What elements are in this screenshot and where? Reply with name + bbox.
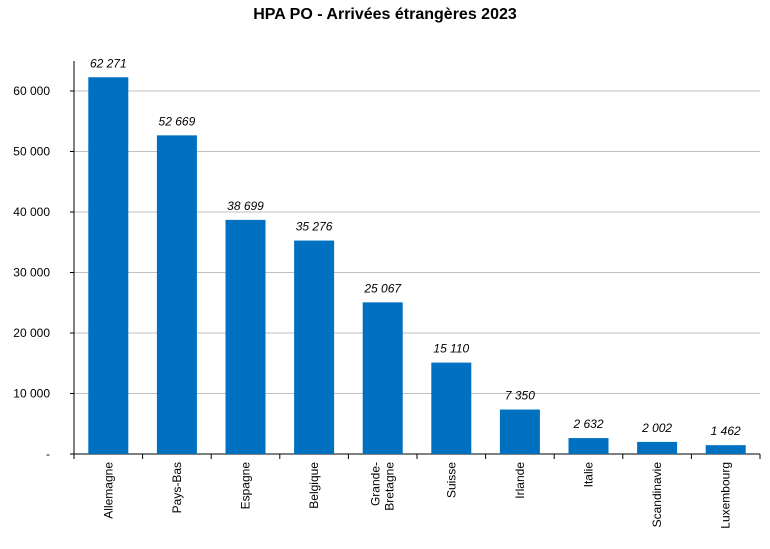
x-tick-label-line: Allemagne [101, 462, 115, 519]
x-tick-label-text: Irlande [513, 462, 527, 499]
x-tick-label-line: Pays-Bas [170, 462, 184, 513]
bar-suisse [431, 362, 472, 454]
chart-title: HPA PO - Arrivées étrangères 2023 [253, 6, 517, 23]
y-tick-label: 60 000 [13, 84, 50, 98]
x-tick-label-line: Grande- [369, 462, 383, 506]
data-label: 25 067 [363, 281, 402, 295]
x-tick-label-text: Espagne [239, 462, 253, 510]
x-tick-label-line: Bretagne [383, 462, 397, 511]
x-tick-label: Espagne [239, 462, 253, 510]
y-tick-label: - [46, 447, 50, 461]
data-label: 62 271 [90, 56, 127, 70]
x-tick-label-text: Belgique [307, 462, 321, 509]
data-label: 2 632 [572, 417, 603, 431]
bar-scandinavie [637, 441, 678, 454]
y-tick-label: 40 000 [13, 205, 50, 219]
bar-italie [568, 438, 609, 454]
x-tick-label: Italie [582, 462, 596, 488]
x-tick-label-text: Pays-Bas [170, 462, 184, 513]
data-label: 7 350 [505, 389, 535, 403]
x-tick-label-line: Espagne [239, 462, 253, 510]
y-tick-label: 10 000 [13, 387, 50, 401]
bar-irlande [499, 409, 540, 454]
x-tick-label-line: Irlande [513, 462, 527, 499]
x-tick-label-text: Scandinavie [650, 462, 664, 528]
x-tick-label-text: Italie [582, 462, 596, 488]
y-tick-label: 20 000 [13, 326, 50, 340]
x-tick-label: Pays-Bas [170, 462, 184, 513]
x-tick-label-line: Belgique [307, 462, 321, 509]
x-tick-label: Allemagne [101, 462, 115, 519]
data-label: 15 110 [433, 342, 469, 356]
bar-allemagne [88, 77, 129, 455]
x-tick-label-line: Scandinavie [650, 462, 664, 528]
x-tick-label: Irlande [513, 462, 527, 499]
bar-luxembourg [705, 445, 746, 454]
x-tick-label: Scandinavie [650, 462, 664, 528]
bar-espagne [225, 219, 266, 454]
x-tick-label: Belgique [307, 462, 321, 509]
data-label: 1 462 [711, 424, 741, 438]
bar-grande-bretagne [362, 302, 403, 454]
x-tick-label: Luxembourg [719, 462, 733, 529]
x-tick-label-text: Grande-Bretagne [369, 462, 397, 511]
x-tick-label-line: Luxembourg [719, 462, 733, 529]
data-label: 38 699 [227, 199, 264, 213]
data-label: 35 276 [296, 220, 333, 234]
data-label: 2 002 [641, 421, 672, 435]
x-tick-label: Suisse [444, 462, 458, 498]
y-tick-label: 50 000 [13, 145, 50, 159]
x-tick-label-line: Italie [582, 462, 596, 488]
bar-belgique [294, 240, 335, 454]
data-label: 52 669 [159, 114, 196, 128]
x-tick-label-text: Luxembourg [719, 462, 733, 529]
x-tick-label: Grande-Bretagne [369, 462, 397, 511]
x-tick-label-text: Allemagne [101, 462, 115, 519]
y-tick-label: 30 000 [13, 266, 50, 280]
x-tick-label-text: Suisse [444, 462, 458, 498]
bar-pays-bas [156, 135, 197, 455]
x-tick-label-line: Suisse [444, 462, 458, 498]
